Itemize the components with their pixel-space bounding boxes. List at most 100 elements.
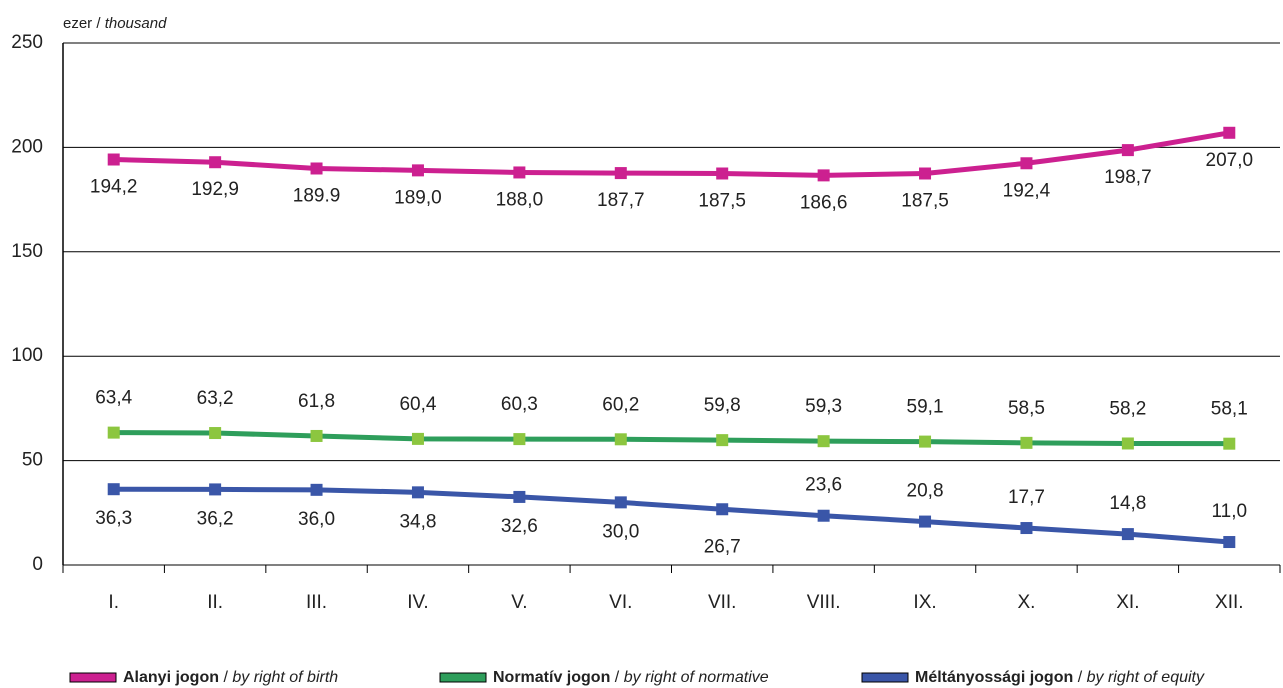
data-label: 198,7	[1104, 167, 1152, 188]
legend-swatch	[861, 672, 909, 683]
data-label: 60,2	[602, 394, 639, 415]
x-tick-label: XI.	[1116, 592, 1139, 613]
marker	[817, 435, 830, 448]
data-label: 17,7	[1008, 487, 1045, 508]
x-tick-label: VII.	[708, 592, 737, 613]
y-tick-label: 200	[11, 136, 43, 157]
marker	[513, 166, 526, 179]
data-label: 207,0	[1206, 150, 1254, 171]
data-label: 59,3	[805, 396, 842, 417]
marker	[411, 486, 424, 499]
marker	[1223, 437, 1236, 450]
marker	[411, 164, 424, 177]
y-tick-label: 250	[11, 32, 43, 53]
data-label: 36,3	[95, 508, 132, 529]
legend-label: Normatív jogon / by right of normative	[493, 669, 769, 686]
series-line	[113, 430, 1230, 447]
data-label: 36,2	[197, 508, 234, 529]
marker	[1121, 144, 1134, 157]
legend-label: Alanyi jogon / by right of birth	[123, 669, 338, 686]
marker	[107, 426, 120, 439]
x-tick-label: XII.	[1215, 592, 1244, 613]
data-label: 192,4	[1003, 180, 1051, 201]
data-label: 189,0	[394, 187, 442, 208]
legend-swatch	[69, 672, 117, 683]
marker	[614, 167, 627, 180]
data-label: 59,8	[704, 395, 741, 416]
data-label: 61,8	[298, 391, 335, 412]
marker	[310, 429, 323, 442]
data-label: 63,4	[95, 388, 132, 409]
data-label: 11,0	[1212, 501, 1248, 522]
marker	[1020, 157, 1033, 170]
data-label: 58,5	[1008, 398, 1045, 419]
series-line	[113, 486, 1230, 545]
data-label: 14,8	[1109, 493, 1146, 514]
x-tick-label: V.	[511, 592, 527, 613]
data-label: 34,8	[399, 511, 436, 532]
y-tick-label: 150	[11, 241, 43, 262]
data-label: 26,7	[704, 536, 741, 557]
data-label: 36,0	[298, 509, 335, 530]
marker	[411, 432, 424, 445]
marker	[1020, 522, 1033, 535]
series-line	[113, 130, 1230, 178]
legend-swatch	[439, 672, 487, 683]
data-label: 187,5	[698, 191, 746, 212]
data-label: 23,6	[805, 475, 842, 496]
marker	[1020, 436, 1033, 449]
marker	[1121, 437, 1134, 450]
x-tick-label: IX.	[913, 592, 936, 613]
x-tick-label: IV.	[407, 592, 429, 613]
data-label: 63,2	[197, 388, 234, 409]
marker	[1223, 126, 1236, 139]
marker	[1121, 528, 1134, 541]
data-label: 187,5	[901, 191, 949, 212]
x-tick-label: VI.	[609, 592, 632, 613]
marker	[209, 156, 222, 169]
marker	[716, 167, 729, 180]
marker	[310, 162, 323, 175]
data-label: 59,1	[907, 397, 944, 418]
y-tick-label: 50	[22, 450, 43, 471]
data-label: 30,0	[602, 521, 639, 542]
marker	[716, 434, 729, 447]
data-label: 32,6	[501, 516, 538, 537]
data-label: 58,2	[1109, 398, 1146, 419]
data-label: 187,7	[597, 190, 645, 211]
marker	[513, 433, 526, 446]
marker	[310, 483, 323, 496]
marker	[209, 427, 222, 440]
marker	[919, 515, 932, 528]
legend-label: Méltányossági jogon / by right of equity	[915, 669, 1205, 686]
data-label: 20,8	[907, 481, 944, 502]
data-label: 194,2	[90, 177, 138, 198]
marker	[919, 167, 932, 180]
x-tick-label: III.	[306, 592, 327, 613]
y-tick-label: 100	[11, 345, 43, 366]
marker	[209, 483, 222, 496]
y-tick-label: 0	[32, 554, 43, 575]
data-label: 58,1	[1211, 399, 1248, 420]
marker	[513, 490, 526, 503]
marker	[716, 503, 729, 516]
marker	[614, 433, 627, 446]
x-tick-label: X.	[1017, 592, 1035, 613]
marker	[1223, 536, 1236, 549]
data-label: 186,6	[800, 192, 848, 213]
marker	[107, 153, 120, 166]
data-label: 189.9	[293, 186, 341, 207]
data-label: 192,9	[191, 179, 239, 200]
data-label: 188,0	[496, 189, 544, 210]
x-tick-label: VIII.	[807, 592, 841, 613]
marker	[817, 169, 830, 182]
data-label: 60,4	[399, 394, 436, 415]
marker	[107, 483, 120, 496]
marker	[817, 509, 830, 522]
marker	[919, 435, 932, 448]
x-tick-label: I.	[108, 592, 119, 613]
marker	[614, 496, 627, 509]
y-axis-label: ezer / thousand	[63, 15, 167, 32]
x-tick-label: II.	[207, 592, 223, 613]
